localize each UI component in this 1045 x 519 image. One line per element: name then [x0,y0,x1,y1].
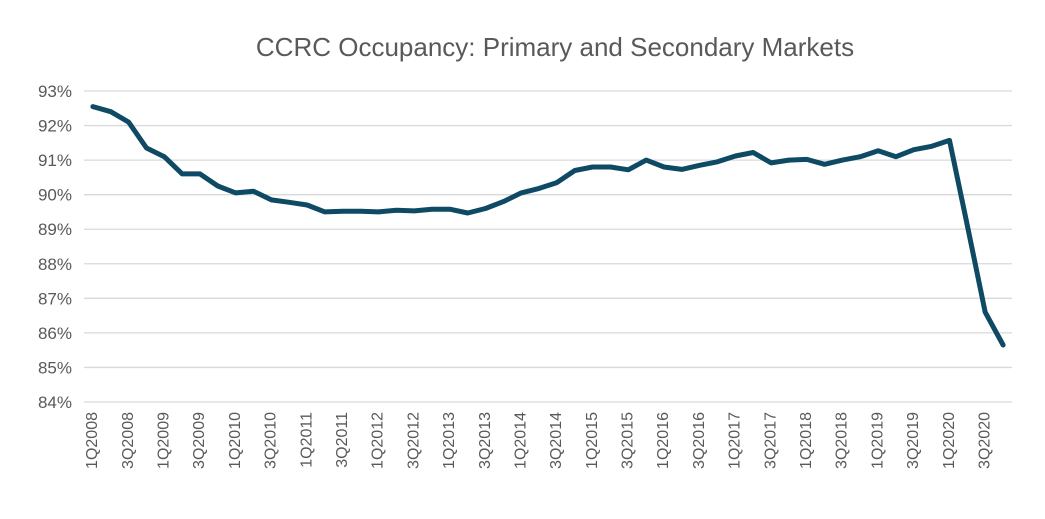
x-tick-label: 1Q2013 [441,412,458,469]
x-tick-label: 1Q2017 [727,412,744,469]
x-tick-label: 1Q2010 [227,412,244,469]
x-tick-label: 1Q2014 [512,412,529,469]
series-layer [90,104,1006,348]
y-tick-label: 87% [38,289,72,308]
y-tick-label: 92% [38,117,72,136]
x-tick-label: 1Q2008 [84,412,101,469]
y-tick-label: 91% [38,151,72,170]
y-tick-label: 89% [38,220,72,239]
x-tick-label: 1Q2020 [941,412,958,469]
x-tick-label: 1Q2016 [655,412,672,469]
y-tick-label: 86% [38,324,72,343]
x-tick-label: 3Q2013 [477,412,494,469]
x-tick-label: 3Q2018 [834,412,851,469]
y-tick-label: 85% [38,358,72,377]
x-tick-label: 3Q2016 [691,412,708,469]
y-axis-tick-labels: 84% 85% 86% 87% 88% 89% 90% 91% 92% 93% [38,82,72,412]
x-tick-label: 3Q2015 [620,412,637,469]
x-tick-label: 1Q2009 [156,412,173,469]
y-tick-label: 84% [38,393,72,412]
y-tick-label: 88% [38,255,72,274]
gridlines [84,90,1012,403]
x-tick-label: 3Q2017 [762,412,779,469]
chart-title: CCRC Occupancy: Primary and Secondary Ma… [256,32,854,62]
x-axis-tick-labels: 1Q2008 3Q2008 1Q2009 3Q2009 1Q2010 3Q2010 1Q20… [84,412,993,469]
y-tick-label: 93% [38,82,72,101]
x-tick-label: 1Q2015 [584,412,601,469]
x-tick-label: 3Q2020 [976,412,993,469]
x-tick-label: 3Q2008 [120,412,137,469]
x-tick-label: 3Q2019 [905,412,922,469]
x-tick-label: 3Q2009 [191,412,208,469]
x-tick-label: 1Q2018 [798,412,815,469]
x-tick-label: 3Q2010 [263,412,280,469]
x-tick-label: 1Q2019 [869,412,886,469]
x-tick-label: 1Q2012 [370,412,387,469]
y-tick-label: 90% [38,186,72,205]
occupancy-series-line [90,104,1006,348]
x-tick-label: 3Q2014 [548,412,565,469]
x-tick-label: 3Q2011 [334,412,351,468]
x-tick-label: 3Q2012 [405,412,422,469]
x-tick-label: 1Q2011 [298,412,315,468]
